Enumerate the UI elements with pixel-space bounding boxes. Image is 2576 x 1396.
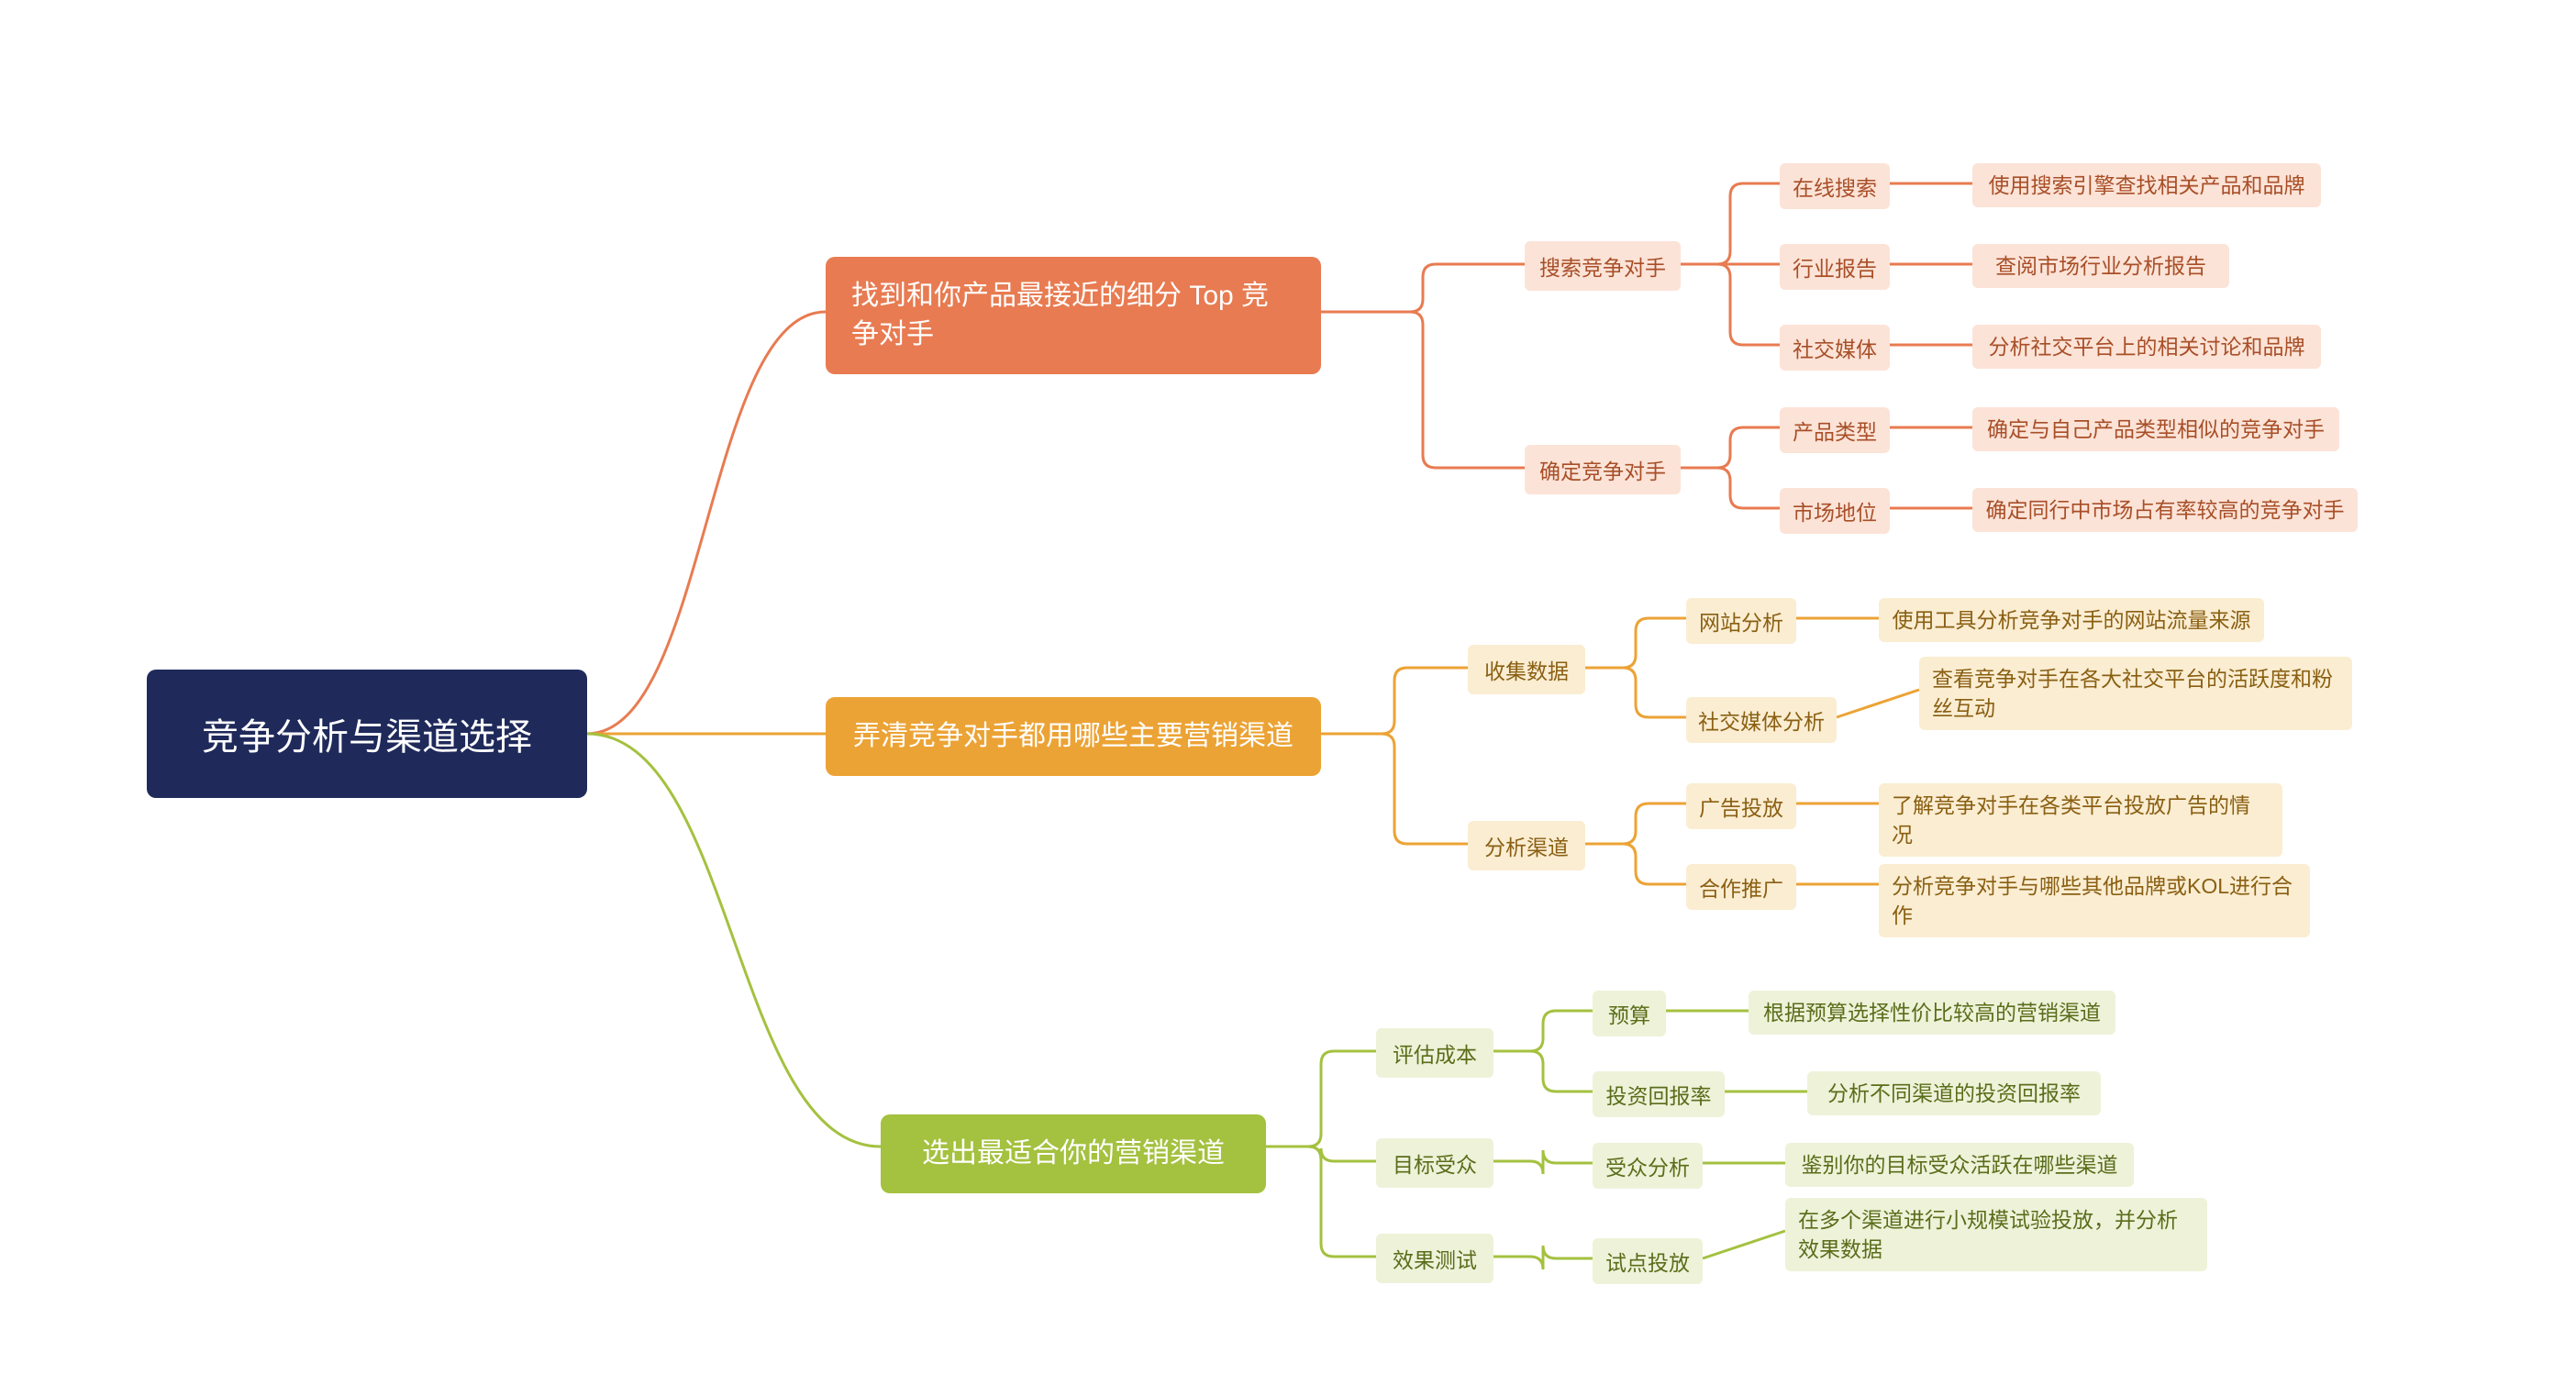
branch-1[interactable]: 弄清竞争对手都用哪些主要营销渠道 [826,697,1321,776]
l3-2-0-0[interactable]: 预算 [1593,991,1666,1036]
l2-2-1[interactable]: 目标受众 [1376,1138,1493,1188]
root-node[interactable]: 竞争分析与渠道选择 [147,670,587,798]
leaf-1-1-0[interactable]: 了解竞争对手在各类平台投放广告的情况 [1879,783,2282,857]
l2-0-1[interactable]: 确定竞争对手 [1525,445,1681,494]
l3-0-0-2[interactable]: 社交媒体 [1780,325,1890,371]
l3-1-1-0[interactable]: 广告投放 [1686,783,1796,829]
l2-2-0[interactable]: 评估成本 [1376,1028,1493,1078]
l3-0-0-1[interactable]: 行业报告 [1780,244,1890,290]
leaf-2-0-1[interactable]: 分析不同渠道的投资回报率 [1807,1071,2101,1115]
l2-1-1[interactable]: 分析渠道 [1468,821,1585,870]
leaf-1-0-0[interactable]: 使用工具分析竞争对手的网站流量来源 [1879,598,2264,642]
leaf-1-1-1[interactable]: 分析竞争对手与哪些其他品牌或KOL进行合作 [1879,864,2310,937]
leaf-0-1-0[interactable]: 确定与自己产品类型相似的竞争对手 [1972,407,2339,451]
l3-0-1-1[interactable]: 市场地位 [1780,488,1890,534]
l3-1-0-1[interactable]: 社交媒体分析 [1686,697,1837,743]
branch-0[interactable]: 找到和你产品最接近的细分 Top 竞争对手 [826,257,1321,374]
leaf-1-0-1[interactable]: 查看竞争对手在各大社交平台的活跃度和粉丝互动 [1919,657,2352,730]
l3-1-0-0[interactable]: 网站分析 [1686,598,1796,644]
l3-0-1-0[interactable]: 产品类型 [1780,407,1890,453]
branch-2[interactable]: 选出最适合你的营销渠道 [881,1114,1266,1193]
leaf-0-1-1[interactable]: 确定同行中市场占有率较高的竞争对手 [1972,488,2358,532]
l2-1-0[interactable]: 收集数据 [1468,645,1585,694]
l3-2-0-1[interactable]: 投资回报率 [1593,1071,1725,1117]
leaf-2-0-0[interactable]: 根据预算选择性价比较高的营销渠道 [1749,991,2115,1035]
mindmap: 竞争分析与渠道选择 找到和你产品最接近的细分 Top 竞争对手 搜索竞争对手 在线搜索… [18,37,2576,1359]
l2-0-0[interactable]: 搜索竞争对手 [1525,241,1681,291]
leaf-0-0-0[interactable]: 使用搜索引擎查找相关产品和品牌 [1972,163,2321,207]
l3-0-0-0[interactable]: 在线搜索 [1780,163,1890,209]
l3-1-1-1[interactable]: 合作推广 [1686,864,1796,910]
leaf-2-1-0[interactable]: 鉴别你的目标受众活跃在哪些渠道 [1785,1143,2134,1187]
l2-2-2[interactable]: 效果测试 [1376,1234,1493,1283]
leaf-0-0-2[interactable]: 分析社交平台上的相关讨论和品牌 [1972,325,2321,369]
leaf-0-0-1[interactable]: 查阅市场行业分析报告 [1972,244,2229,288]
l3-2-1-0[interactable]: 受众分析 [1593,1143,1703,1189]
l3-2-2-0[interactable]: 试点投放 [1593,1238,1703,1284]
leaf-2-2-0[interactable]: 在多个渠道进行小规模试验投放，并分析效果数据 [1785,1198,2207,1271]
